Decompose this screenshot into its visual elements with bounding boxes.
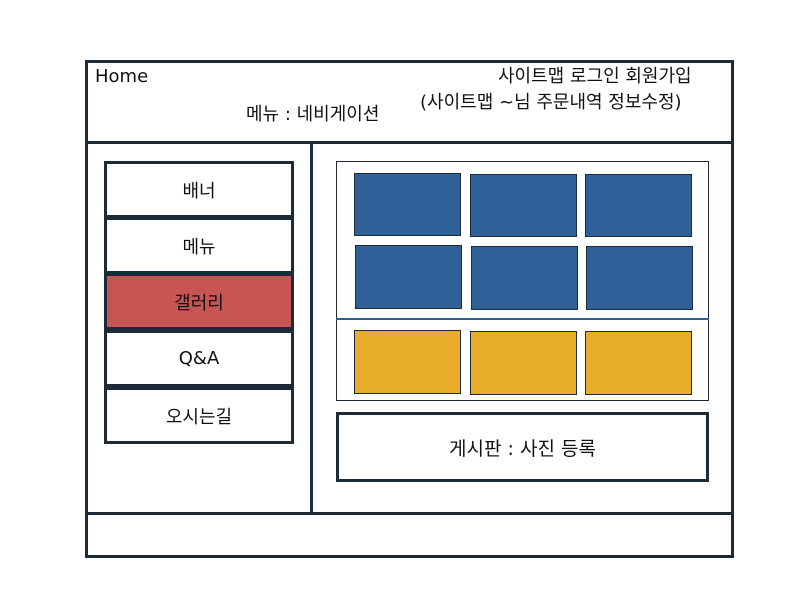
sidebar-item-directions[interactable]: 오시는길 xyxy=(104,387,294,444)
gallery-photo-featured[interactable] xyxy=(354,330,461,394)
board-photo-upload[interactable]: 게시판 : 사진 등록 xyxy=(336,412,709,482)
sidebar-item-menu[interactable]: 메뉴 xyxy=(104,217,294,274)
gallery-photo[interactable] xyxy=(586,246,693,310)
gallery-photo[interactable] xyxy=(585,174,692,237)
sidebar-divider xyxy=(310,144,313,514)
gallery-photo[interactable] xyxy=(471,246,578,310)
footer-divider xyxy=(85,512,734,515)
sidebar-item-qna[interactable]: Q&A xyxy=(104,330,294,387)
home-link[interactable]: Home xyxy=(95,66,149,87)
nav-menu[interactable]: 메뉴 : 네비게이션 xyxy=(246,104,380,125)
gallery-panel xyxy=(336,161,709,401)
top-links[interactable]: 사이트맵 로그인 회원가입 xyxy=(498,66,692,87)
gallery-photo-featured[interactable] xyxy=(470,331,577,395)
gallery-photo-featured[interactable] xyxy=(585,331,692,395)
sidebar-item-gallery[interactable]: 갤러리 xyxy=(104,273,294,330)
top-links-logged-in[interactable]: (사이트맵 ~님 주문내역 정보수정) xyxy=(420,92,682,113)
header-divider xyxy=(85,141,734,144)
gallery-divider xyxy=(336,318,709,320)
wireframe-frame xyxy=(85,60,734,558)
gallery-photo[interactable] xyxy=(470,174,577,237)
gallery-photo[interactable] xyxy=(355,245,462,309)
sidebar-item-banner[interactable]: 배너 xyxy=(104,161,294,218)
gallery-photo[interactable] xyxy=(354,173,461,236)
